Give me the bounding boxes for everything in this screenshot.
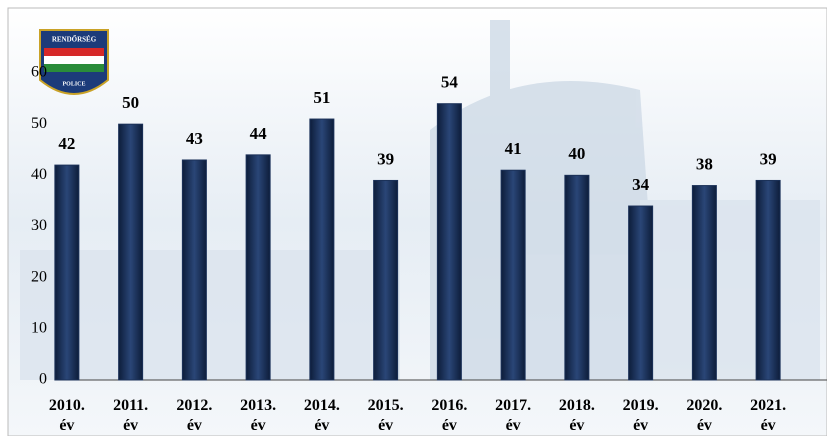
logo-top: RENDŐRSÉG (52, 36, 97, 44)
y-tick-label: 60 (31, 64, 47, 81)
value-label: 38 (696, 154, 713, 173)
x-tick-label: 2013. év (240, 397, 277, 434)
value-label: 54 (441, 73, 459, 92)
bar (118, 123, 144, 381)
bar (755, 179, 781, 381)
value-label: 39 (760, 149, 777, 168)
value-label: 51 (313, 88, 330, 107)
x-tick-label: 2017. év (495, 397, 532, 434)
y-tick-label: 10 (31, 320, 47, 337)
value-label: 50 (122, 93, 139, 112)
bar (436, 103, 462, 381)
x-tick-label: 2010. év (48, 397, 85, 434)
background-building (20, 20, 820, 380)
value-label: 42 (58, 134, 75, 153)
y-tick-label: 30 (31, 217, 47, 234)
x-tick-label: 2012. év (176, 397, 213, 434)
value-label: 34 (632, 175, 650, 194)
x-tick-label: 2016. év (431, 397, 468, 434)
x-tick-label: 2020. év (686, 397, 723, 434)
bar (54, 164, 80, 381)
bar (181, 159, 207, 381)
bar (628, 205, 654, 381)
logo-bottom: POLICE (62, 81, 85, 87)
value-label: 39 (377, 149, 394, 168)
y-tick-label: 40 (31, 166, 47, 183)
bar (691, 185, 717, 381)
x-tick-label: 2011. év (113, 397, 149, 434)
bar (309, 118, 335, 381)
logo: RENDŐRSÉG POLICE (39, 29, 109, 95)
x-tick-label: 2014. év (303, 397, 340, 434)
y-tick-label: 50 (31, 115, 47, 132)
bar (500, 169, 526, 381)
value-label: 41 (505, 139, 522, 158)
value-label: 40 (568, 144, 585, 163)
bar (245, 154, 271, 381)
value-label: 44 (250, 124, 268, 143)
x-tick-label: 2021. év (750, 397, 787, 434)
x-tick-label: 2018. év (558, 397, 595, 434)
bar (564, 174, 590, 381)
value-label: 43 (186, 129, 203, 148)
y-tick-label: 20 (31, 268, 47, 285)
bar (373, 179, 399, 381)
x-tick-label: 2019. év (622, 397, 659, 434)
y-tick-label: 0 (39, 371, 47, 388)
x-tick-label: 2015. év (367, 397, 404, 434)
